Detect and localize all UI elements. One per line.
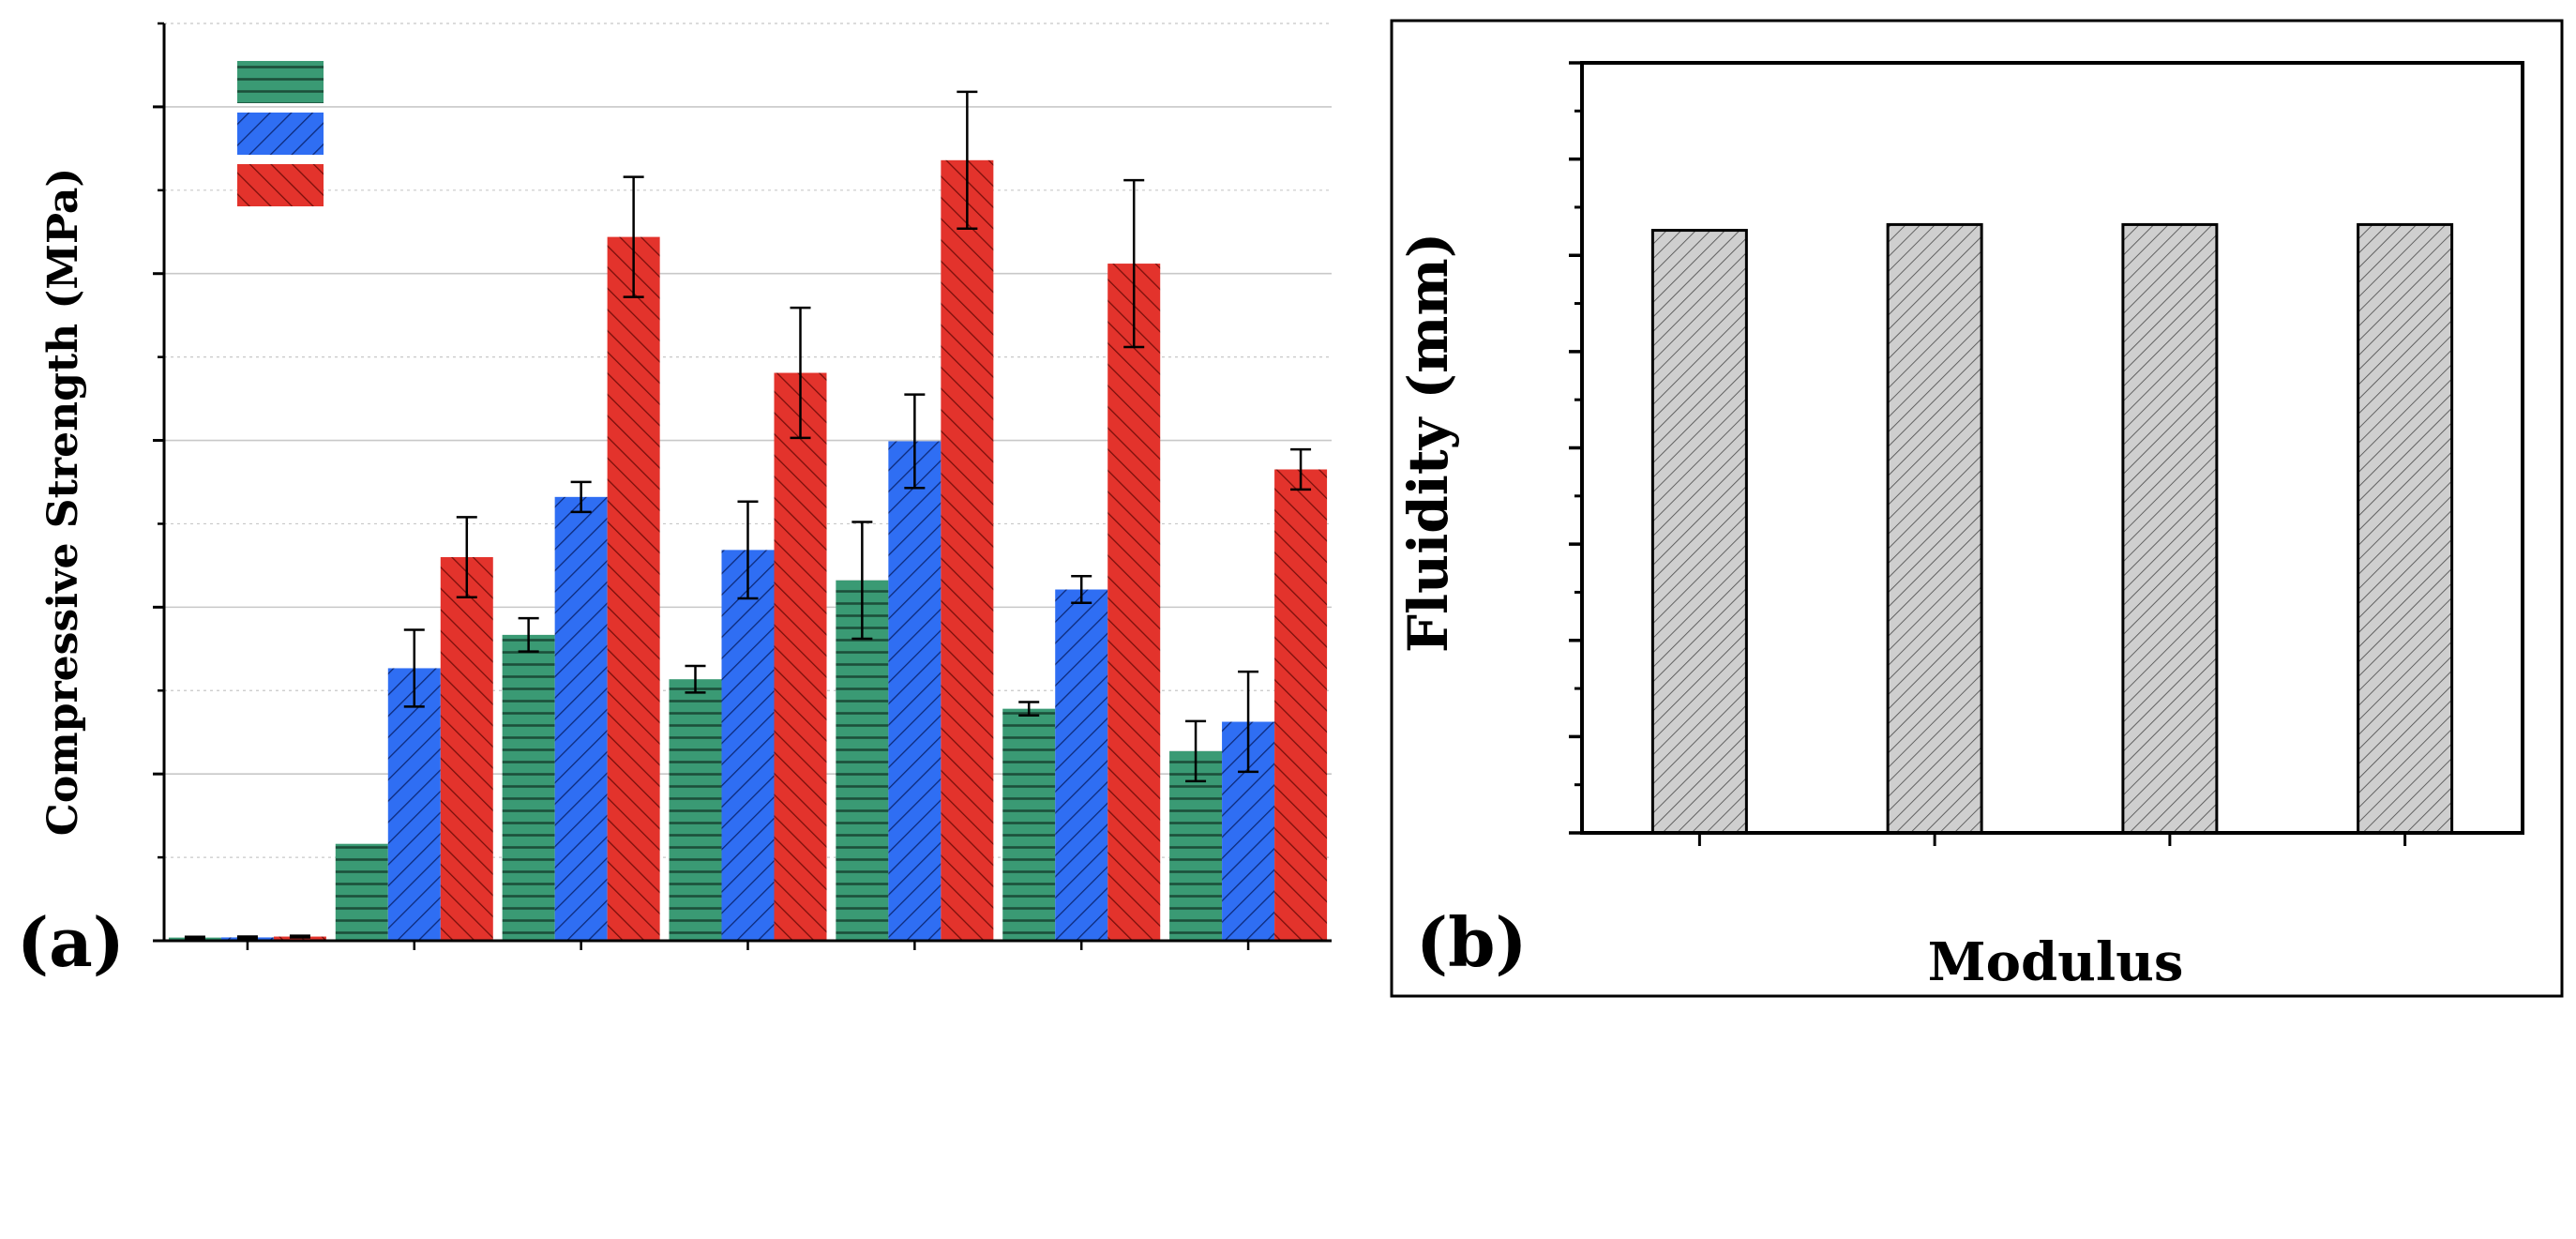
- bar-3d-FA1GB9SS0: [669, 679, 722, 941]
- bar-28d-FA1GB9SS0: [774, 372, 827, 942]
- bar-3d-FA3GB7SS0: [502, 634, 555, 941]
- legend-swatch-3d: [237, 61, 324, 103]
- bar-3d-FA3GB2.8SS4.2: [1169, 750, 1223, 941]
- panel-a-compressive-strength: Compressive Strength (MPa) (a): [17, 22, 1332, 982]
- legend-swatch-7d: [237, 113, 324, 155]
- bar-3d-FA5GB5SS0: [335, 843, 388, 941]
- bar-28d-FA3GB5SS2: [941, 159, 994, 941]
- panel-b-label: (b): [1416, 902, 1527, 982]
- panel-a-bars: [168, 90, 1328, 942]
- panel-a-y-axis-label: Compressive Strength (MPa): [39, 168, 87, 836]
- panel-b-x-axis-label: Modulus: [1928, 931, 2184, 993]
- panel-a-legend: [237, 61, 324, 206]
- bar-7d-FA5GB5SS0: [387, 668, 441, 941]
- panel-b-y-axis-label: Fluidity (mm): [1396, 233, 1460, 653]
- bar-28d-FA7GB3SS0: [273, 936, 326, 941]
- bar-7d-FA3GB4.2SS2.8: [1055, 589, 1108, 941]
- panel-a-axes: [153, 22, 1332, 950]
- bar-7d-FA3GB7SS0: [554, 496, 608, 941]
- panel-b-axes: [1569, 61, 2524, 846]
- legend-swatch-28d: [237, 164, 324, 206]
- bar-M0.5: [1650, 229, 1748, 835]
- bar-M1.4: [2357, 222, 2454, 835]
- bar-7d-FA1GB9SS0: [721, 550, 775, 941]
- panel-b-frame: [1390, 19, 2564, 998]
- panel-b-bars: [1650, 222, 2454, 835]
- panel-b-fluidity: Fluidity (mm) Modulus (b): [1390, 19, 2564, 998]
- bar-M0.8: [1886, 222, 1983, 835]
- bar-28d-FA3GB4.2SS2.8: [1107, 264, 1161, 941]
- bar-M1.1: [2121, 222, 2219, 835]
- bar-28d-FA5GB5SS0: [440, 557, 493, 941]
- bar-28d-FA3GB7SS0: [607, 236, 660, 941]
- bar-7d-FA3GB5SS2: [888, 441, 942, 941]
- bar-3d-FA3GB4.2SS2.8: [1002, 708, 1056, 941]
- bar-3d-FA3GB5SS2: [836, 580, 889, 941]
- bar-28d-FA3GB2.8SS4.2: [1274, 469, 1328, 941]
- panel-a-label: (a): [17, 902, 125, 982]
